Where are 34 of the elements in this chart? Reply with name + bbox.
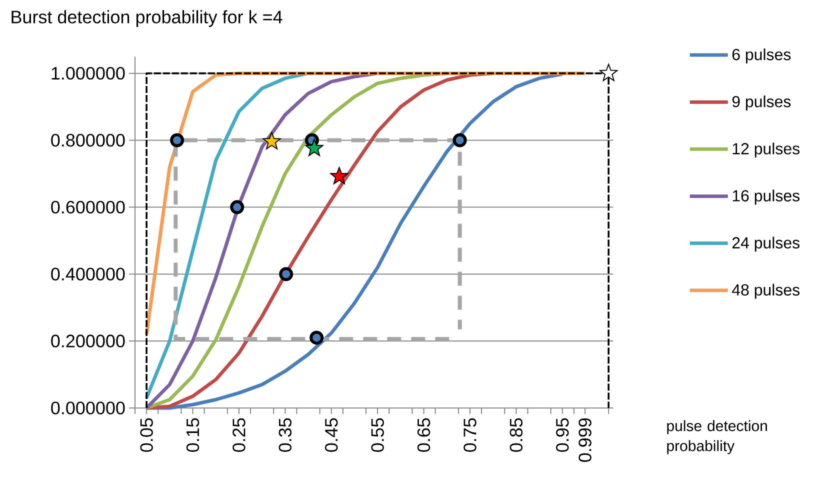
point	[305, 138, 324, 156]
legend-label: 9 pulses	[732, 96, 791, 110]
x-tick-label: 0.55	[371, 418, 384, 452]
legend-label: 24 pulses	[732, 236, 800, 252]
point	[330, 166, 348, 184]
x-tick-label: 0.35	[278, 418, 292, 452]
x-tick-label: 0.999	[578, 418, 592, 462]
legend-label: 6 pulses	[732, 48, 791, 64]
point	[262, 132, 281, 150]
point	[452, 133, 467, 148]
x-axis-title: pulse detection probability	[667, 420, 767, 454]
legend-label: 48 pulses	[732, 284, 800, 299]
y-tick-label: 1.000000	[52, 66, 125, 80]
point	[230, 200, 244, 214]
y-tick-label: 0.200000	[51, 334, 125, 348]
point	[279, 267, 294, 282]
y-tick-label: 0.000000	[51, 402, 125, 414]
y-tick-label: 0.800000	[51, 134, 125, 147]
x-tick-label: 0.65	[417, 418, 430, 452]
y-tick-label: 0.400000	[51, 268, 125, 280]
x-tick-label: 0.75	[464, 418, 476, 452]
x-tick-label: 0.25	[232, 418, 246, 452]
point	[310, 330, 324, 345]
x-tick-label: 0.85	[510, 418, 523, 452]
x-tick-label: 0.05	[140, 418, 153, 452]
point	[600, 64, 618, 82]
legend-label: 16 pulses	[732, 190, 800, 205]
x-tick-label: 0.45	[325, 418, 338, 452]
x-tick-label: 0.15	[186, 418, 200, 452]
legend-label: 12 pulses	[732, 142, 800, 158]
point	[170, 133, 184, 148]
y-tick-label: 0.600000	[51, 200, 125, 214]
chart-title: Burst detection probability for k =4	[12, 10, 282, 27]
x-tick-label: 0.95	[556, 418, 569, 452]
